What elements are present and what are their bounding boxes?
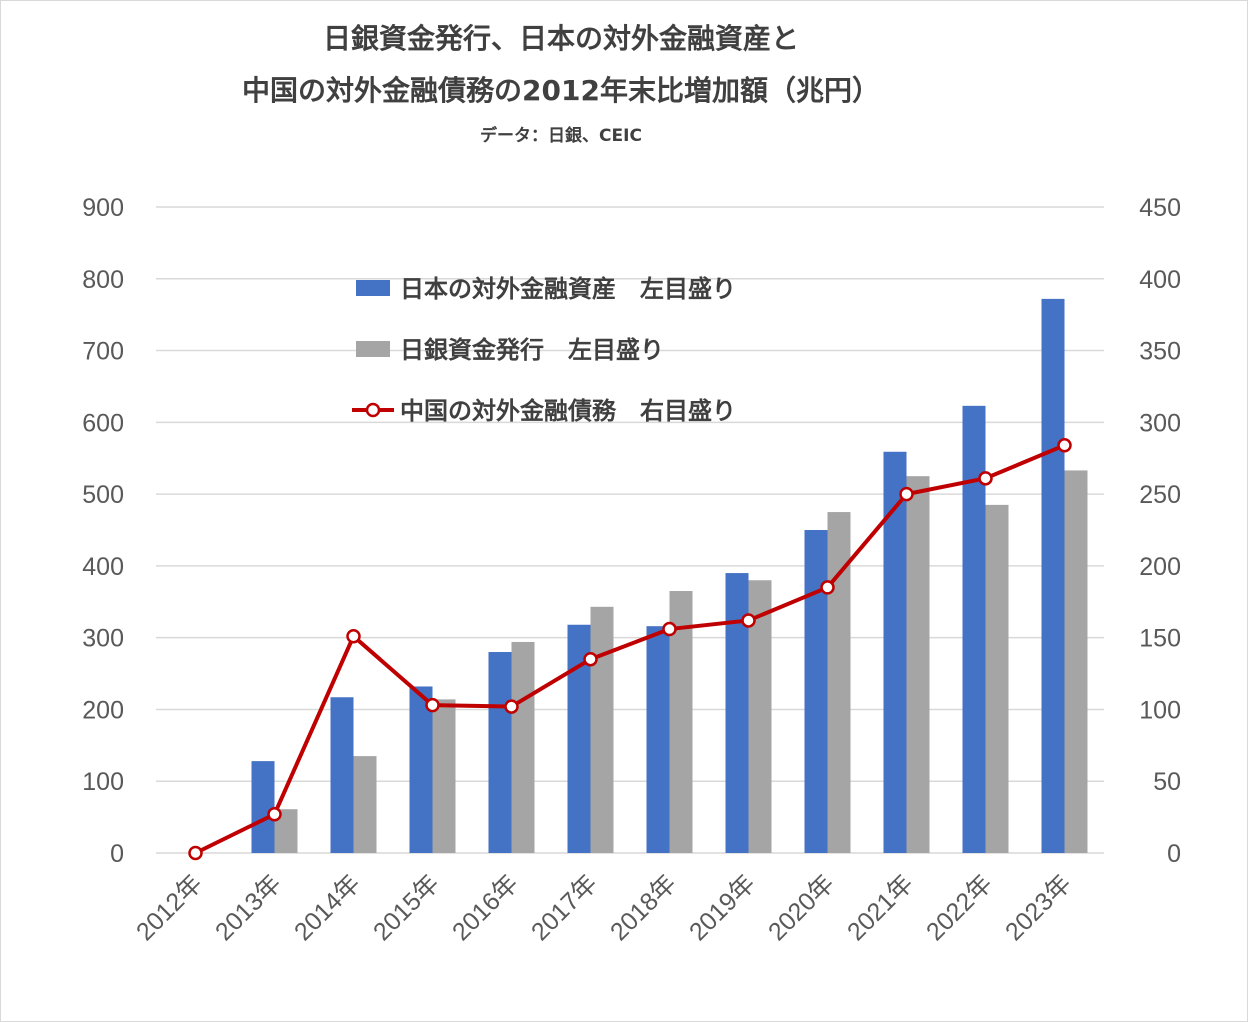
marker-china (1057, 438, 1072, 453)
bars (251, 298, 1088, 853)
x-tick-label: 2019年 (684, 869, 761, 946)
x-tick-label: 2012年 (131, 869, 208, 946)
left-tick-label: 900 (82, 194, 124, 222)
x-tick-label: 2016年 (447, 869, 524, 946)
legend-label-boj: 日銀資金発行 左目盛り (400, 336, 664, 364)
right-tick-label: 350 (1139, 338, 1181, 366)
right-tick-label: 400 (1139, 266, 1181, 294)
left-tick-label: 400 (82, 553, 124, 581)
x-tick-label: 2018年 (605, 869, 682, 946)
legend: 日本の対外金融資産 左目盛り 日銀資金発行 左目盛り 中国の対外金融債務 右目盛… (352, 275, 736, 425)
bar-assets (883, 451, 907, 853)
bar-boj (1064, 470, 1088, 853)
x-tick-label: 2021年 (842, 869, 919, 946)
bar-boj (353, 756, 377, 853)
legend-marker-china (365, 402, 381, 418)
left-tick-label: 300 (82, 625, 124, 653)
legend-swatch-boj (356, 341, 390, 357)
x-tick-label: 2017年 (526, 869, 603, 946)
marker-china (662, 621, 677, 637)
bar-boj (669, 591, 693, 853)
chart-title-line1: 日銀資金発行、日本の対外金融資産と (322, 22, 799, 55)
bar-assets (962, 405, 986, 853)
bar-assets (251, 761, 275, 853)
bar-boj (511, 641, 535, 853)
marker-china (820, 580, 835, 595)
right-tick-label: 300 (1139, 409, 1181, 437)
bar-assets (330, 697, 354, 853)
left-tick-label: 200 (82, 696, 124, 724)
chart-title-line2: 中国の対外金融債務の2012年末比増加額（兆円） (242, 74, 880, 107)
bar-assets (567, 624, 591, 853)
right-tick-label: 50 (1153, 768, 1181, 796)
left-axis: 0 100 200 300 400 500 600 700 800 900 (82, 194, 124, 868)
bar-assets (1041, 298, 1065, 853)
bar-assets (725, 573, 749, 853)
marker-china (346, 628, 361, 644)
bar-boj (432, 699, 456, 853)
left-tick-label: 600 (82, 409, 124, 437)
left-tick-label: 800 (82, 266, 124, 294)
right-axis: 0 50 100 150 200 250 300 350 400 450 (1139, 194, 1181, 868)
left-tick-label: 700 (82, 338, 124, 366)
legend-swatch-assets (356, 280, 390, 296)
x-tick-label: 2020年 (763, 869, 840, 946)
marker-china (583, 651, 598, 667)
bar-boj (906, 476, 930, 853)
bar-assets (804, 530, 828, 853)
x-tick-label: 2013年 (210, 869, 287, 946)
x-tick-label: 2022年 (921, 869, 998, 946)
marker-china (267, 806, 282, 822)
x-tick-label: 2014年 (289, 869, 366, 946)
left-tick-label: 500 (82, 481, 124, 509)
marker-china (188, 845, 203, 861)
marker-china (978, 471, 993, 486)
chart-subtitle: データ：日銀、CEIC (480, 126, 642, 146)
bar-assets (488, 652, 512, 853)
bar-boj (590, 606, 614, 853)
bar-assets (409, 686, 433, 853)
marker-china (504, 699, 519, 714)
right-tick-label: 100 (1139, 696, 1181, 724)
gridlines (156, 206, 1104, 854)
legend-label-china: 中国の対外金融債務 右目盛り (400, 397, 736, 425)
right-tick-label: 0 (1167, 840, 1181, 868)
bar-assets (646, 626, 670, 853)
marker-china (899, 486, 914, 502)
line-series (188, 438, 1072, 861)
legend-label-assets: 日本の対外金融資産 左目盛り (400, 275, 736, 303)
left-tick-label: 100 (82, 768, 124, 796)
marker-china (425, 697, 440, 713)
x-tick-label: 2015年 (368, 869, 445, 946)
line-china (194, 443, 1066, 855)
x-tick-label: 2023年 (1000, 869, 1077, 946)
right-tick-label: 200 (1139, 553, 1181, 581)
marker-china (741, 613, 756, 628)
right-tick-label: 450 (1139, 194, 1181, 222)
right-tick-label: 150 (1139, 625, 1181, 653)
right-tick-label: 250 (1139, 481, 1181, 509)
left-tick-label: 0 (110, 840, 124, 868)
bar-boj (748, 580, 772, 853)
x-axis: 2012年 2013年 2014年 2015年 2016年 2017年 2018年 2019年… (131, 869, 1077, 946)
bar-boj (985, 504, 1009, 853)
bar-boj (827, 512, 851, 853)
bar-boj (274, 809, 298, 853)
